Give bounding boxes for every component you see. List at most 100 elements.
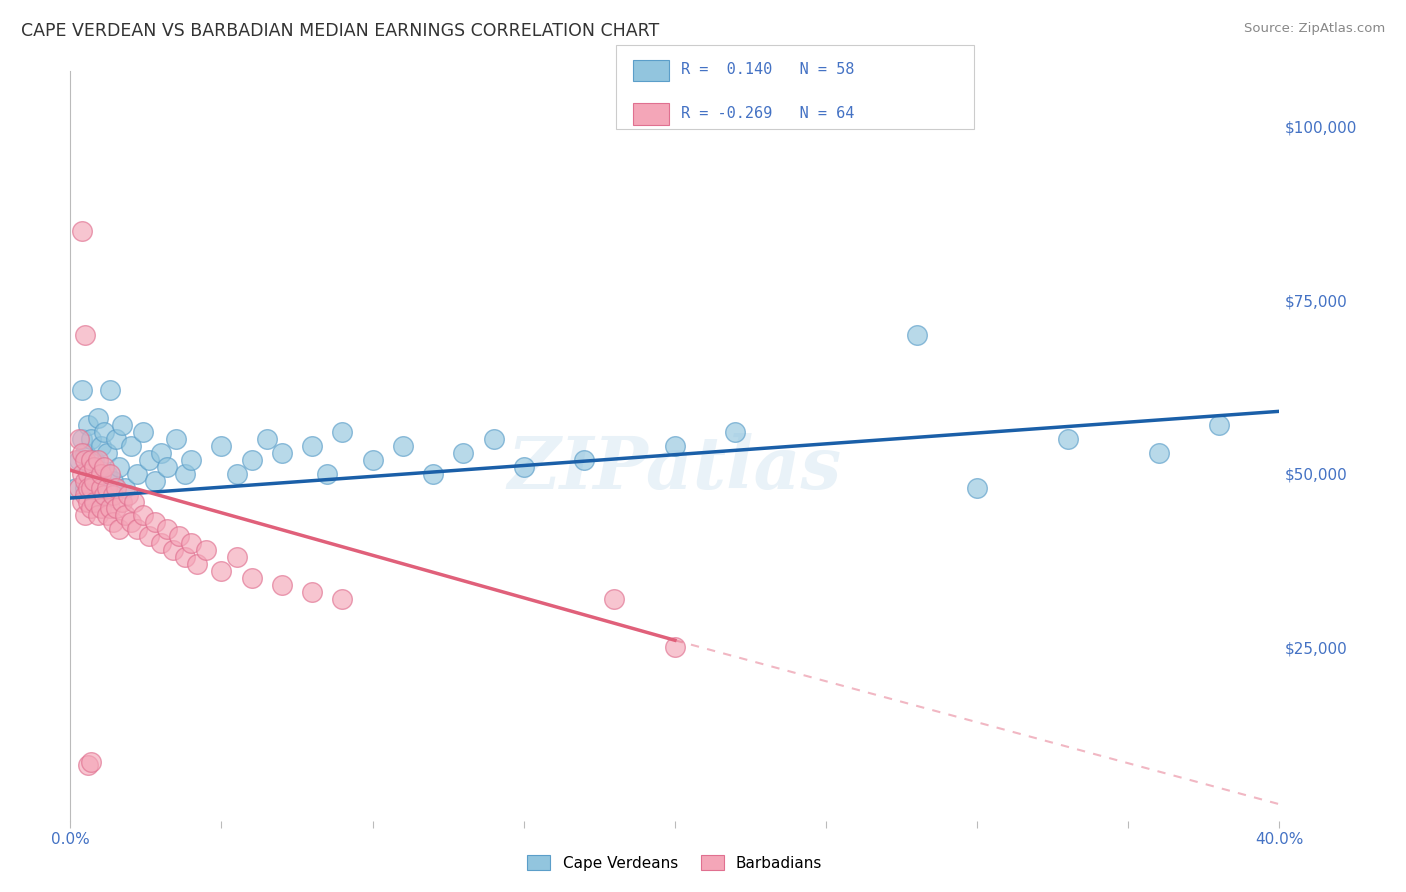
Point bbox=[77, 418, 100, 433]
Point bbox=[90, 481, 111, 495]
Point bbox=[80, 755, 103, 769]
Point bbox=[107, 522, 129, 536]
Point bbox=[422, 467, 444, 481]
Point bbox=[180, 453, 202, 467]
Point bbox=[156, 522, 179, 536]
Point bbox=[75, 328, 97, 343]
Point bbox=[301, 584, 323, 599]
Point bbox=[111, 494, 134, 508]
Point bbox=[86, 508, 108, 523]
Point bbox=[80, 501, 103, 516]
Point bbox=[225, 467, 247, 481]
Point bbox=[83, 459, 105, 474]
Text: R =  0.140   N = 58: R = 0.140 N = 58 bbox=[681, 62, 853, 77]
Point bbox=[98, 501, 121, 516]
Point bbox=[86, 453, 108, 467]
Point bbox=[77, 474, 100, 488]
Legend: Cape Verdeans, Barbadians: Cape Verdeans, Barbadians bbox=[522, 848, 828, 877]
Text: ZIPatlas: ZIPatlas bbox=[508, 433, 842, 504]
Point bbox=[90, 487, 111, 501]
Point bbox=[664, 439, 686, 453]
Point bbox=[101, 474, 124, 488]
Point bbox=[165, 432, 187, 446]
Point bbox=[270, 446, 294, 460]
Point bbox=[65, 453, 87, 467]
Point bbox=[574, 453, 596, 467]
Point bbox=[724, 425, 747, 439]
Point bbox=[67, 432, 90, 446]
Point bbox=[90, 501, 111, 516]
Point bbox=[96, 508, 118, 523]
Point bbox=[150, 446, 172, 460]
Point bbox=[125, 522, 148, 536]
Point bbox=[72, 432, 94, 446]
Point bbox=[75, 481, 97, 495]
Point bbox=[138, 529, 160, 543]
Point bbox=[96, 446, 118, 460]
Point bbox=[104, 432, 127, 446]
Point bbox=[83, 474, 105, 488]
Text: Source: ZipAtlas.com: Source: ZipAtlas.com bbox=[1244, 22, 1385, 36]
Point bbox=[122, 494, 145, 508]
Point bbox=[72, 446, 94, 460]
Point bbox=[93, 459, 115, 474]
Point bbox=[664, 640, 686, 655]
Point bbox=[77, 467, 100, 481]
Point bbox=[75, 508, 97, 523]
Point bbox=[96, 467, 118, 481]
Point bbox=[240, 571, 263, 585]
Point bbox=[332, 425, 354, 439]
Point bbox=[180, 536, 202, 550]
Point bbox=[114, 508, 136, 523]
Point bbox=[75, 474, 97, 488]
Point bbox=[80, 481, 103, 495]
Point bbox=[93, 481, 115, 495]
Point bbox=[513, 459, 536, 474]
Point bbox=[162, 543, 184, 558]
Point bbox=[80, 459, 103, 474]
Point bbox=[72, 384, 94, 398]
Point bbox=[80, 453, 103, 467]
Point bbox=[107, 459, 129, 474]
Point bbox=[83, 494, 105, 508]
Point bbox=[101, 516, 124, 530]
Point bbox=[80, 432, 103, 446]
Point bbox=[93, 487, 115, 501]
Point bbox=[72, 494, 94, 508]
Point bbox=[120, 439, 142, 453]
Point bbox=[98, 384, 121, 398]
Point bbox=[93, 425, 115, 439]
Point bbox=[174, 467, 197, 481]
Point bbox=[482, 432, 505, 446]
Point bbox=[361, 453, 384, 467]
Point bbox=[120, 516, 142, 530]
Point bbox=[1057, 432, 1080, 446]
Point bbox=[83, 494, 105, 508]
Point bbox=[225, 549, 247, 564]
Point bbox=[98, 467, 121, 481]
Point bbox=[77, 758, 100, 772]
Point bbox=[117, 487, 139, 501]
Point bbox=[101, 487, 124, 501]
Point bbox=[301, 439, 323, 453]
Point bbox=[143, 474, 166, 488]
Point bbox=[603, 591, 626, 606]
Point bbox=[211, 564, 233, 578]
Point bbox=[72, 224, 94, 238]
Point bbox=[167, 529, 190, 543]
Point bbox=[905, 328, 928, 343]
Point bbox=[186, 557, 208, 571]
Point bbox=[174, 549, 197, 564]
Point bbox=[1208, 418, 1230, 433]
Point bbox=[67, 481, 90, 495]
Point bbox=[270, 578, 294, 592]
Point bbox=[75, 487, 97, 501]
Point bbox=[90, 439, 111, 453]
Point bbox=[332, 591, 354, 606]
Point bbox=[67, 453, 90, 467]
Text: R = -0.269   N = 64: R = -0.269 N = 64 bbox=[681, 106, 853, 120]
Point bbox=[240, 453, 263, 467]
Point bbox=[156, 459, 179, 474]
Point bbox=[453, 446, 475, 460]
Point bbox=[83, 453, 105, 467]
